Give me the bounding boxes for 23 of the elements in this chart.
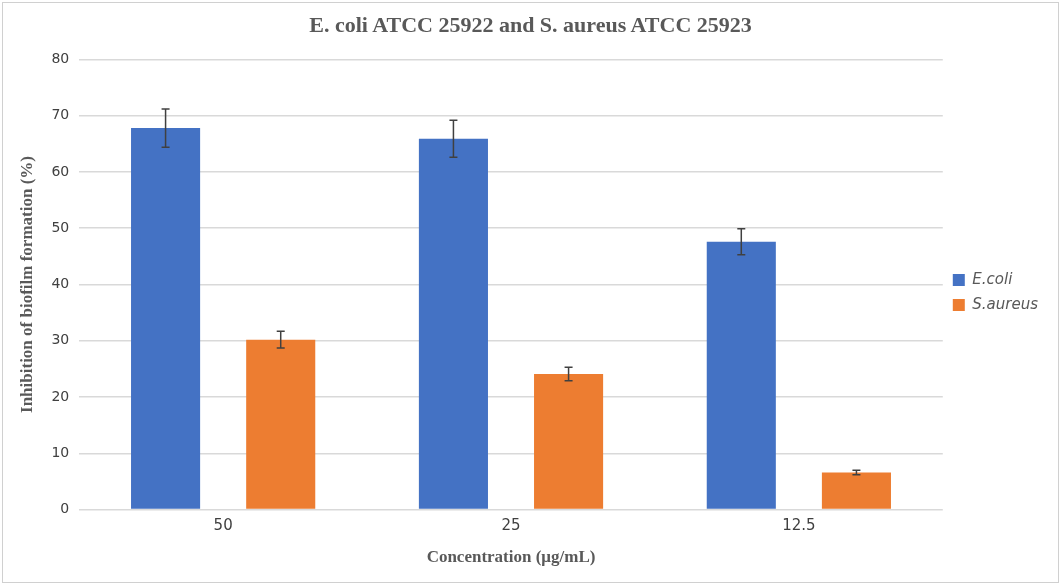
y-tick-label: 80 (51, 50, 70, 67)
chart-title: E. coli ATCC 25922 and S. aureus ATCC 25923 (309, 11, 752, 37)
y-tick-label: 10 (51, 443, 70, 460)
bar (418, 138, 488, 509)
y-tick-label: 20 (51, 387, 70, 404)
bar (131, 128, 201, 509)
bar (821, 472, 891, 509)
y-tick-label: 30 (51, 331, 70, 348)
y-axis-title: Inhibition of biofilm formation (%) (16, 156, 36, 413)
legend-label: E.coli (972, 269, 1014, 288)
x-tick-label: 25 (501, 516, 521, 535)
y-tick-label: 70 (51, 106, 70, 123)
y-tick-label: 0 (60, 500, 70, 517)
y-tick-label: 60 (51, 162, 70, 179)
bar (246, 339, 316, 509)
x-axis-title: Concentration (μg/mL) (426, 547, 596, 567)
x-tick-label: 50 (213, 516, 233, 535)
x-tick-label: 12.5 (782, 516, 816, 535)
bar (534, 373, 604, 509)
y-tick-label: 40 (51, 275, 70, 292)
bar (706, 241, 776, 509)
legend-label: S.aureus (972, 294, 1039, 313)
y-tick-label: 50 (51, 218, 70, 235)
